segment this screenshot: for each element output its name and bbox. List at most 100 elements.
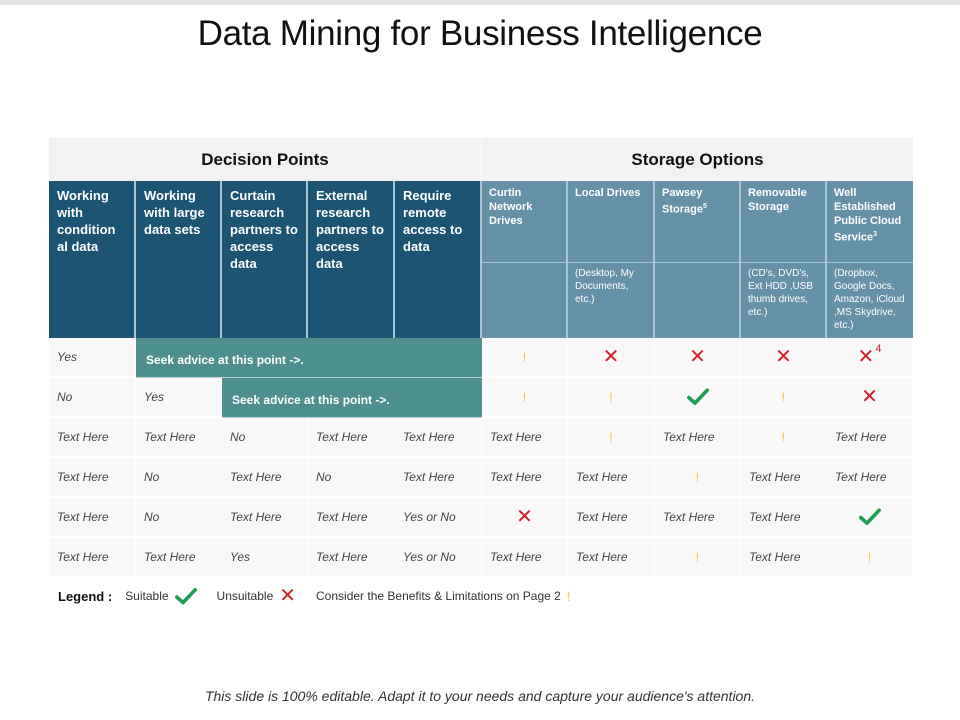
exclamation-icon: ! xyxy=(867,549,872,565)
legend: Legend : Suitable Unsuitable ✕ Consider … xyxy=(58,585,591,607)
table-cell: Text Here xyxy=(482,418,568,457)
table-cell: No xyxy=(136,498,222,537)
group-header-decision-points: Decision Points xyxy=(49,138,482,181)
check-icon xyxy=(686,388,709,405)
table-cell: Text Here xyxy=(49,498,136,537)
table-cell-rating: ! xyxy=(482,338,568,377)
table-cell-rating: ! xyxy=(482,378,568,417)
legend-label: Legend : xyxy=(58,588,113,604)
table-cell: Text Here xyxy=(741,538,827,577)
table-cell-rating: ✕ xyxy=(482,498,568,537)
table-cell: Yes xyxy=(136,378,222,417)
table-cell: Text Here xyxy=(395,418,482,457)
table-row: No Yes Seek advice at this point ->.!!! ✕ xyxy=(49,378,913,418)
exclamation-icon: ! xyxy=(695,469,700,485)
table-cell: No xyxy=(136,458,222,497)
table-cell: Text Here xyxy=(741,498,827,537)
table-cell: Text Here xyxy=(482,538,568,577)
check-icon xyxy=(174,587,197,604)
legend-suitable: Suitable xyxy=(125,587,197,605)
table-cell: Text Here xyxy=(308,538,395,577)
column-header: Well Established Public Cloud Service3 xyxy=(827,181,913,262)
exclamation-icon: ! xyxy=(781,389,786,405)
table-cell: No xyxy=(49,378,136,417)
table-cell: Text Here xyxy=(568,458,655,497)
footnote-marker: 4 xyxy=(875,343,882,355)
table-cell-rating: ! xyxy=(655,458,741,497)
x-icon: ✕ xyxy=(279,585,297,607)
table-cell: Text Here xyxy=(741,458,827,497)
table-cell-rating: ! xyxy=(568,418,655,457)
table-cell-rating: ✕ xyxy=(827,378,913,417)
exclamation-icon: ! xyxy=(522,389,527,405)
table-cell: Text Here xyxy=(655,418,741,457)
table-row: Yes Seek advice at this point ->.! ✕ ✕ ✕ ✕ 4 xyxy=(49,338,913,378)
slide-title: Data Mining for Business Intelligence xyxy=(197,14,763,53)
table-cell-rating: ! xyxy=(568,378,655,417)
seek-advice-banner: Seek advice at this point ->. xyxy=(136,338,482,378)
column-subheader: (CD's, DVD's, Ext HDD ,USB thumb drives,… xyxy=(741,262,827,338)
column-header: Removable Storage xyxy=(741,181,827,262)
table-cell: No xyxy=(222,418,308,457)
table-row: Text Here Text Here Yes Text Here Yes or No T… xyxy=(49,538,913,578)
table-cell-rating xyxy=(827,498,913,537)
exclamation-icon: ! xyxy=(695,549,700,565)
table-cell-rating: ! xyxy=(741,378,827,417)
x-icon: ✕ xyxy=(775,346,792,368)
column-header: Curtin Network Drives xyxy=(482,181,568,262)
table-cell: Text Here xyxy=(827,458,913,497)
column-subheader: (Dropbox, Google Docs, Amazon, iCloud ,M… xyxy=(827,262,913,338)
column-header: External research partners to access dat… xyxy=(308,181,395,338)
table-cell: Text Here xyxy=(222,498,308,537)
table-cell: Text Here xyxy=(827,418,913,457)
x-icon: ✕ xyxy=(516,506,533,528)
table-cell: Yes or No xyxy=(395,498,482,537)
table-cell: Text Here xyxy=(136,418,222,457)
x-icon: ✕ xyxy=(689,346,706,368)
table-cell-rating: ! xyxy=(741,418,827,457)
table-cell-rating: ✕ xyxy=(568,338,655,377)
table-cell: No xyxy=(308,458,395,497)
table-row: Text Here Text Here No Text Here Text Here Te… xyxy=(49,418,913,458)
check-icon xyxy=(858,508,881,525)
table-cell-rating xyxy=(655,378,741,417)
x-icon: ✕ xyxy=(857,346,875,368)
table-cell: Text Here xyxy=(568,538,655,577)
table-cell-rating: ✕ xyxy=(741,338,827,377)
table-cell: Text Here xyxy=(222,458,308,497)
table-cell: Text Here xyxy=(49,418,136,457)
legend-consider: Consider the Benefits & Limitations on P… xyxy=(316,588,571,604)
table-cell: Text Here xyxy=(308,498,395,537)
table-cell-rating: ✕ xyxy=(655,338,741,377)
table-cell: Text Here xyxy=(482,458,568,497)
legend-unsuitable: Unsuitable ✕ xyxy=(216,585,297,607)
table-cell-rating: ✕ 4 xyxy=(827,338,913,377)
exclamation-icon: ! xyxy=(781,429,786,445)
seek-advice-banner: Seek advice at this point ->. xyxy=(222,378,482,418)
column-header: Working with condition al data xyxy=(49,181,136,338)
column-header: Working with large data sets xyxy=(136,181,222,338)
table-cell: Text Here xyxy=(136,538,222,577)
table-cell: Text Here xyxy=(568,498,655,537)
table-cell: Text Here xyxy=(395,458,482,497)
table-cell: Yes xyxy=(49,338,136,377)
column-header: Require remote access to data xyxy=(395,181,482,338)
group-header-storage-options: Storage Options xyxy=(482,138,913,181)
column-subheader xyxy=(655,262,741,338)
table-cell: Yes xyxy=(222,538,308,577)
column-header: Pawsey Storage5 xyxy=(655,181,741,262)
table-cell: Yes or No xyxy=(395,538,482,577)
footnote-marker: 3 xyxy=(873,231,878,238)
exclamation-icon: ! xyxy=(609,429,613,445)
table-row: Text Here No Text Here Text Here Yes or No ✕ T… xyxy=(49,498,913,538)
table-cell: Text Here xyxy=(655,498,741,537)
table-cell: Text Here xyxy=(49,538,136,577)
table-cell-rating: ! xyxy=(655,538,741,577)
table-cell-rating: ! xyxy=(827,538,913,577)
footnote-marker: 5 xyxy=(702,203,707,210)
table-cell: Text Here xyxy=(308,418,395,457)
exclamation-icon: ! xyxy=(522,349,527,365)
x-icon: ✕ xyxy=(602,346,620,368)
column-subheader xyxy=(482,262,568,338)
column-subheader: (Desktop, My Documents, etc.) xyxy=(568,262,655,338)
